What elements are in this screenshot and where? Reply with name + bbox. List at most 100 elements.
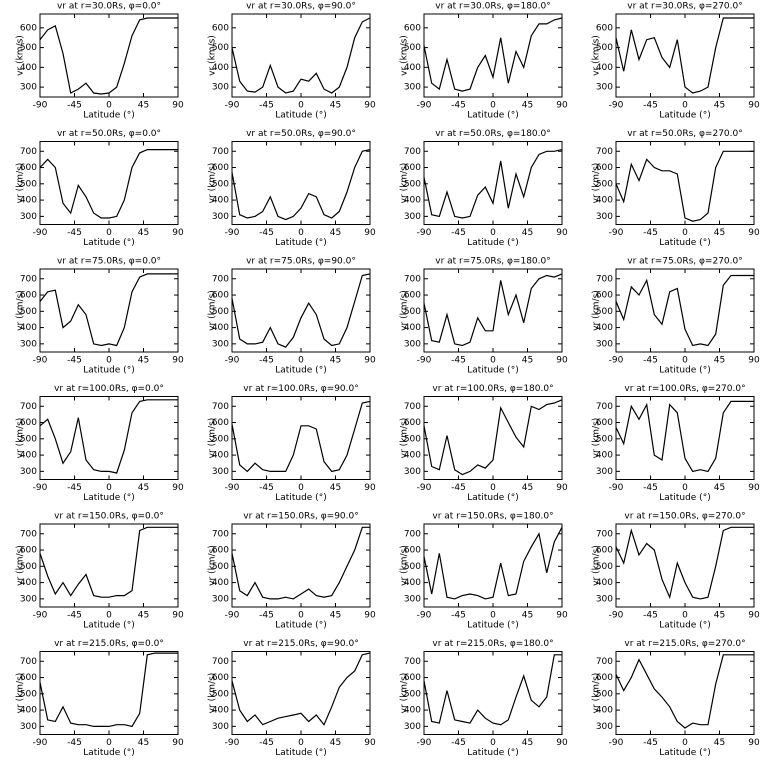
y-axis-label: vr (km/s) (208, 418, 218, 459)
y-tick-label: 700 (404, 147, 421, 157)
x-tick-label: -90 (417, 101, 432, 111)
chart-title: vr at r=75.0Rs, φ=90.0° (246, 257, 356, 267)
plot-frame (615, 396, 755, 480)
x-tick-label: 0 (490, 228, 496, 238)
y-axis-label: vr (km/s) (208, 290, 218, 331)
y-tick-label: 500 (404, 434, 421, 444)
plot-frame (423, 13, 563, 98)
x-tick-label: 90 (748, 483, 760, 493)
data-line (231, 273, 371, 348)
y-tick-label: 700 (596, 274, 613, 284)
x-tick-label: 90 (748, 228, 760, 238)
y-axis-label: vr (km/s) (592, 163, 602, 204)
x-axis-label: Latitude (°) (275, 238, 326, 248)
x-tick-label: 45 (714, 483, 725, 493)
y-tick-label: 400 (212, 196, 229, 206)
x-tick-label: -90 (33, 738, 48, 748)
x-tick-label: 90 (364, 611, 376, 621)
y-tick-label: 600 (212, 546, 229, 556)
x-tick-label: 45 (330, 483, 341, 493)
y-tick-label: 500 (212, 562, 229, 572)
data-line (231, 149, 371, 221)
chart-title: vr at r=75.0Rs, φ=270.0° (627, 257, 742, 267)
x-tick-label: -45 (259, 356, 274, 366)
x-tick-label: -90 (225, 483, 240, 493)
y-tick-label: 500 (212, 307, 229, 317)
x-axis-label: Latitude (°) (275, 111, 326, 121)
y-tick-label: 300 (212, 722, 229, 732)
plot-frame (39, 396, 179, 480)
chart-title: vr at r=30.0Rs, φ=90.0° (246, 2, 356, 12)
y-tick-label: 500 (596, 562, 613, 572)
x-tick-label: 0 (298, 356, 304, 366)
x-tick-label: -45 (67, 738, 82, 748)
x-tick-label: -45 (67, 101, 82, 111)
y-tick-label: 500 (20, 689, 37, 699)
y-tick-label: 600 (404, 673, 421, 683)
x-tick-label: 0 (298, 101, 304, 111)
y-tick-label: 700 (404, 274, 421, 284)
data-line (39, 17, 178, 95)
x-tick-label: -90 (609, 738, 624, 748)
data-line (423, 399, 563, 476)
x-tick-label: -90 (609, 356, 624, 366)
y-tick-label: 300 (404, 467, 421, 477)
y-axis-label: vr (km/s) (400, 163, 410, 204)
x-tick-label: 90 (556, 611, 568, 621)
x-tick-label: 0 (490, 611, 496, 621)
y-tick-label: 600 (212, 163, 229, 173)
chart-title: vr at r=215.0Rs, φ=0.0° (54, 639, 164, 649)
y-tick-label: 300 (404, 212, 421, 222)
y-axis-label: vr (km/s) (400, 418, 410, 459)
x-tick-label: -45 (67, 483, 82, 493)
plot-frame (39, 13, 179, 98)
x-tick-label: -90 (609, 483, 624, 493)
x-tick-label: -90 (417, 483, 432, 493)
y-tick-label: 500 (596, 179, 613, 189)
y-tick-label: 300 (20, 339, 37, 349)
chart-title: vr at r=100.0Rs, φ=0.0° (54, 384, 164, 394)
y-tick-label: 400 (212, 63, 229, 73)
chart-title: vr at r=150.0Rs, φ=180.0° (432, 512, 553, 522)
x-tick-label: -45 (451, 101, 466, 111)
data-line (423, 527, 563, 600)
x-tick-label: -90 (609, 101, 624, 111)
data-line (615, 400, 754, 473)
y-tick-label: 400 (404, 63, 421, 73)
y-axis-label: vr (km/s) (16, 545, 26, 586)
chart-title: vr at r=50.0Rs, φ=90.0° (246, 129, 356, 139)
x-tick-label: 45 (138, 611, 149, 621)
x-tick-label: 0 (298, 738, 304, 748)
x-tick-label: 0 (490, 101, 496, 111)
x-tick-label: 0 (106, 356, 112, 366)
plot-frame (39, 651, 179, 735)
y-tick-label: 600 (404, 291, 421, 301)
y-axis-label: vr (km/s) (16, 290, 26, 331)
x-tick-label: -45 (643, 611, 658, 621)
x-tick-label: 0 (106, 611, 112, 621)
data-line (423, 17, 563, 92)
x-tick-label: 90 (556, 483, 568, 493)
x-axis-label: Latitude (°) (467, 621, 518, 631)
y-axis-label: vr (km/s) (592, 35, 602, 76)
x-tick-label: 45 (138, 228, 149, 238)
x-tick-label: 90 (556, 738, 568, 748)
x-tick-label: 45 (330, 611, 341, 621)
x-tick-label: 0 (106, 101, 112, 111)
y-tick-label: 400 (596, 196, 613, 206)
plot-frame (423, 268, 563, 353)
x-tick-label: 0 (682, 611, 688, 621)
x-tick-label: -90 (33, 483, 48, 493)
y-tick-label: 500 (20, 43, 37, 53)
x-tick-label: -45 (259, 738, 274, 748)
x-tick-label: -90 (33, 611, 48, 621)
x-tick-label: 90 (748, 611, 760, 621)
x-tick-label: -90 (417, 738, 432, 748)
y-tick-label: 400 (404, 196, 421, 206)
y-tick-label: 500 (404, 43, 421, 53)
x-tick-label: 90 (172, 611, 184, 621)
x-tick-label: 45 (714, 611, 725, 621)
x-axis-label: Latitude (°) (659, 366, 710, 376)
plot-frame (615, 523, 755, 608)
x-tick-label: -45 (259, 101, 274, 111)
